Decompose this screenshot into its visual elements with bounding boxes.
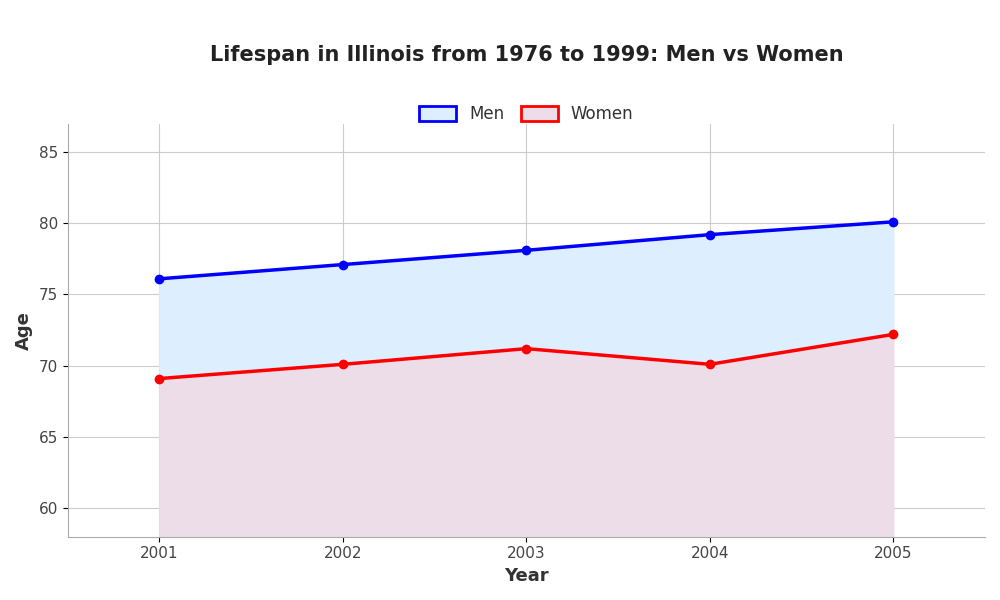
Legend: Men, Women: Men, Women	[412, 99, 640, 130]
Title: Lifespan in Illinois from 1976 to 1999: Men vs Women: Lifespan in Illinois from 1976 to 1999: …	[210, 45, 843, 65]
X-axis label: Year: Year	[504, 567, 549, 585]
Y-axis label: Age: Age	[15, 311, 33, 350]
